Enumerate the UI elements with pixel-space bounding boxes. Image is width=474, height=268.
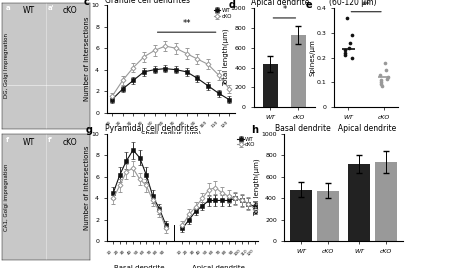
Legend: WT, cKO: WT, cKO (214, 8, 232, 19)
Point (378, 84, 386, 88)
Point (342, 51, 349, 55)
Point (378, 78, 385, 82)
Bar (263, 64, 278, 107)
Text: f: f (6, 136, 9, 143)
Y-axis label: Total length(μm): Total length(μm) (254, 159, 260, 217)
Text: h: h (251, 125, 258, 135)
Text: Granule cell dendrites: Granule cell dendrites (105, 0, 191, 5)
Text: c: c (83, 0, 90, 7)
Text: CA1, Golgi impregnation: CA1, Golgi impregnation (4, 163, 9, 231)
Text: cKO: cKO (63, 138, 77, 147)
Text: Basal dendrite: Basal dendrite (114, 265, 165, 268)
Point (348, 33, 356, 38)
Y-axis label: Total length(μm): Total length(μm) (223, 29, 229, 87)
Point (341, 53, 348, 57)
Text: WT: WT (23, 138, 35, 147)
Point (342, 48, 349, 52)
Point (377, 81, 385, 86)
Text: Basal dendrite   Apical dendrite: Basal dendrite Apical dendrite (275, 124, 396, 133)
Point (382, 68, 390, 72)
Point (346, 46, 353, 50)
Text: **: ** (182, 19, 191, 28)
Text: Apical dendrite: Apical dendrite (192, 265, 245, 268)
Point (377, 80, 385, 85)
Bar (317, 191, 339, 241)
Bar (375, 162, 397, 241)
Text: g: g (85, 125, 92, 135)
X-axis label: Shell radius (μm): Shell radius (μm) (141, 130, 201, 137)
Text: e: e (305, 0, 312, 10)
Text: cKO: cKO (63, 6, 77, 16)
Point (346, 41, 354, 45)
Text: **: ** (362, 1, 370, 10)
Y-axis label: Number of Intersections: Number of Intersections (84, 17, 90, 101)
Text: DG, Golgi Impregnation: DG, Golgi Impregnation (4, 33, 9, 98)
Point (384, 75, 392, 80)
Text: d: d (229, 0, 236, 10)
Y-axis label: Number of Intersections: Number of Intersections (84, 145, 90, 230)
Text: f': f' (48, 136, 53, 143)
Point (344, 16, 351, 20)
Y-axis label: Spines/μm: Spines/μm (309, 39, 315, 76)
Text: a: a (6, 5, 10, 11)
Text: WT: WT (23, 6, 35, 16)
Point (383, 77, 391, 81)
Text: *: * (283, 5, 286, 14)
Text: Apical dendrite: Apical dendrite (250, 0, 309, 7)
Text: Apical dendrite
(60-120 μm): Apical dendrite (60-120 μm) (329, 0, 387, 7)
Text: Pyramidal cell dendrites: Pyramidal cell dendrites (105, 124, 198, 133)
Text: a': a' (48, 5, 55, 11)
Bar (291, 35, 306, 107)
Point (348, 55, 356, 60)
Point (381, 61, 389, 65)
Bar (348, 164, 370, 241)
Legend: WT, cKO: WT, cKO (237, 137, 255, 147)
Bar (291, 190, 312, 241)
Point (376, 73, 383, 77)
